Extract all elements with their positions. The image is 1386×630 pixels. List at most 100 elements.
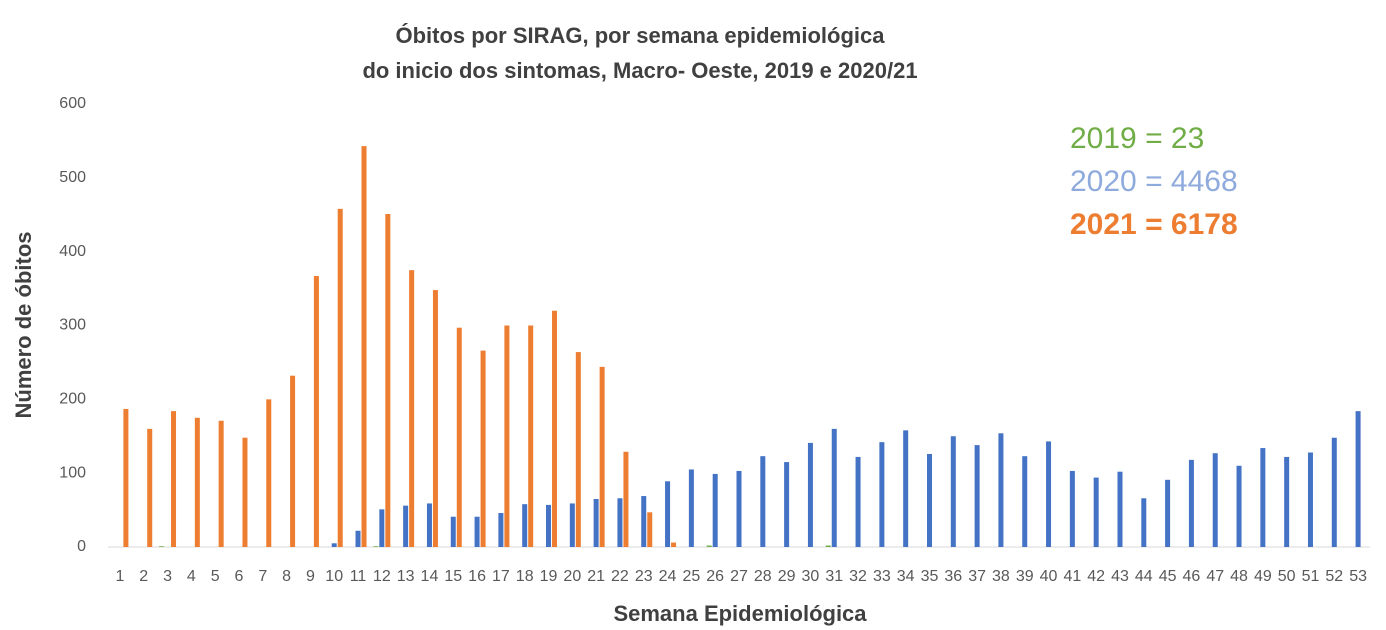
annotation: 2019 = 23 xyxy=(1070,122,1204,155)
annotation: 2020 = 4468 xyxy=(1070,165,1238,198)
x-tick-label: 20 xyxy=(563,568,581,585)
x-tick-label: 46 xyxy=(1183,568,1201,585)
x-tick-label: 30 xyxy=(802,568,820,585)
bar xyxy=(331,543,337,547)
x-tick-label: 24 xyxy=(659,568,677,585)
chart-title: Óbitos por SIRAG, por semana epidemiológ… xyxy=(396,23,886,48)
bar xyxy=(671,542,677,547)
bar xyxy=(760,456,766,547)
x-tick-label: 36 xyxy=(944,568,962,585)
bar xyxy=(522,504,528,547)
bar xyxy=(1022,456,1028,547)
bar xyxy=(974,445,980,547)
bar xyxy=(456,327,462,547)
bar xyxy=(1117,471,1123,547)
bar xyxy=(403,505,409,547)
x-tick-label: 50 xyxy=(1278,568,1296,585)
x-tick-label: 6 xyxy=(235,568,244,585)
bar xyxy=(1188,459,1194,547)
x-tick-label: 28 xyxy=(754,568,772,585)
bar xyxy=(1331,437,1337,547)
y-tick-label: 400 xyxy=(59,243,86,260)
x-tick-label: 11 xyxy=(350,568,367,585)
bar xyxy=(712,473,718,547)
annotation: 2021 = 6178 xyxy=(1070,208,1238,241)
bar xyxy=(1069,470,1075,547)
bar xyxy=(926,453,932,547)
bar xyxy=(409,270,415,547)
x-tick-label: 25 xyxy=(682,568,700,585)
x-tick-label: 19 xyxy=(540,568,558,585)
bar xyxy=(641,496,647,547)
bar xyxy=(688,469,694,547)
y-axis-title: Número de óbitos xyxy=(11,231,36,418)
bar xyxy=(593,499,599,547)
bar xyxy=(831,428,837,547)
x-tick-label: 51 xyxy=(1302,568,1320,585)
y-tick-label: 100 xyxy=(59,464,86,481)
bar xyxy=(123,408,129,547)
x-tick-label: 16 xyxy=(468,568,486,585)
x-tick-label: 38 xyxy=(992,568,1010,585)
bar xyxy=(504,325,510,547)
x-tick-label: 49 xyxy=(1254,568,1272,585)
bar xyxy=(147,428,153,547)
bar xyxy=(552,310,558,547)
bar xyxy=(736,470,742,547)
bar xyxy=(1141,498,1147,547)
y-tick-label: 300 xyxy=(59,317,86,334)
x-tick-label: 42 xyxy=(1087,568,1105,585)
x-tick-label: 47 xyxy=(1206,568,1224,585)
bar xyxy=(855,456,861,547)
x-tick-label: 10 xyxy=(325,568,343,585)
bar xyxy=(426,503,432,547)
bar xyxy=(546,504,552,547)
x-tick-label: 35 xyxy=(921,568,939,585)
bar xyxy=(373,546,379,547)
bar xyxy=(706,545,712,547)
x-tick-label: 27 xyxy=(730,568,748,585)
bar xyxy=(480,350,486,547)
bar xyxy=(355,530,361,547)
bar xyxy=(599,366,605,547)
bar xyxy=(1212,453,1218,547)
bar xyxy=(1284,456,1290,547)
bar xyxy=(498,513,504,547)
x-tick-label: 45 xyxy=(1159,568,1177,585)
bar xyxy=(218,420,224,547)
x-tick-label: 41 xyxy=(1063,568,1081,585)
bar xyxy=(290,375,296,547)
bar xyxy=(171,411,177,547)
x-tick-label: 4 xyxy=(187,568,196,585)
bar xyxy=(1236,465,1242,547)
bar xyxy=(450,516,456,547)
bar xyxy=(1046,441,1052,547)
x-tick-label: 1 xyxy=(115,568,124,585)
x-tick-label: 15 xyxy=(444,568,462,585)
y-tick-label: 200 xyxy=(59,391,86,408)
x-tick-label: 26 xyxy=(706,568,724,585)
x-tick-label: 40 xyxy=(1040,568,1058,585)
bar xyxy=(1165,479,1171,547)
x-tick-label: 43 xyxy=(1111,568,1129,585)
y-tick-label: 0 xyxy=(77,538,86,555)
bar xyxy=(569,503,575,547)
bar xyxy=(807,442,813,547)
bar xyxy=(194,417,200,547)
x-tick-label: 29 xyxy=(778,568,796,585)
bar xyxy=(623,451,629,547)
bar xyxy=(879,442,885,547)
bar xyxy=(825,545,831,547)
x-tick-label: 23 xyxy=(635,568,653,585)
bar xyxy=(1307,452,1313,547)
x-tick-label: 5 xyxy=(211,568,220,585)
bar xyxy=(647,512,653,547)
x-tick-label: 14 xyxy=(421,568,439,585)
x-tick-label: 33 xyxy=(873,568,891,585)
x-tick-label: 2 xyxy=(139,568,148,585)
x-tick-label: 22 xyxy=(611,568,629,585)
bar xyxy=(575,352,581,547)
y-tick-label: 600 xyxy=(59,95,86,112)
x-tick-label: 17 xyxy=(492,568,510,585)
